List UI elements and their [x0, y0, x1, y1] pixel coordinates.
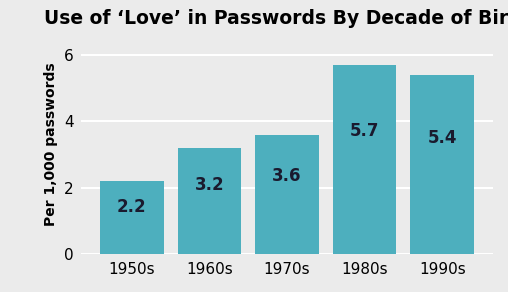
Text: 5.7: 5.7	[350, 122, 379, 140]
Bar	[255, 135, 319, 254]
Text: 3.6: 3.6	[272, 167, 302, 185]
Y-axis label: Per 1,000 passwords: Per 1,000 passwords	[44, 63, 58, 226]
Text: 3.2: 3.2	[195, 176, 224, 194]
Bar	[410, 75, 474, 254]
Bar	[100, 181, 164, 254]
Title: Use of ‘Love’ in Passwords By Decade of Birth: Use of ‘Love’ in Passwords By Decade of …	[44, 9, 508, 28]
Text: 2.2: 2.2	[117, 198, 147, 215]
Bar	[178, 148, 241, 254]
Text: 5.4: 5.4	[428, 128, 457, 147]
Bar	[333, 65, 396, 254]
